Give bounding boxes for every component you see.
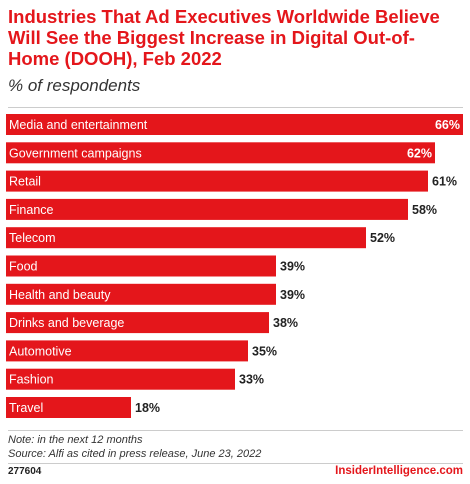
bar-food: [6, 255, 276, 277]
bar-media-and-entertainment: [6, 114, 463, 135]
category-label-telecom: Telecom: [9, 231, 56, 245]
bar-retail: [6, 170, 428, 192]
chart-subtitle: % of respondents: [8, 76, 141, 95]
chart-source: Source: Alfi as cited in press release, …: [8, 448, 262, 460]
bar-telecom: [6, 227, 366, 249]
value-label-telecom: 52%: [370, 231, 395, 245]
bar-fashion: [6, 368, 235, 390]
category-label-drinks-and-beverage: Drinks and beverage: [9, 316, 124, 330]
bar-government-campaigns: [6, 142, 435, 164]
value-label-fashion: 33%: [239, 373, 264, 387]
category-label-automotive: Automotive: [9, 344, 72, 358]
bar-group: Media and entertainment 66% Government cam…: [6, 114, 463, 418]
category-label-fashion: Fashion: [9, 373, 54, 387]
bar-automotive: [6, 340, 248, 362]
value-label-health-and-beauty: 39%: [280, 288, 305, 302]
value-label-automotive: 35%: [252, 344, 277, 358]
chart-id: 277604: [8, 466, 42, 477]
category-label-food: Food: [9, 260, 38, 274]
footer-divider: [8, 463, 463, 464]
category-label-media-and-entertainment: Media and entertainment: [9, 118, 148, 132]
value-label-government-campaigns: 62%: [407, 146, 432, 160]
top-divider: [8, 107, 463, 108]
value-label-retail: 61%: [432, 175, 457, 189]
brand-logo-text: InsiderIntelligence.com: [335, 465, 463, 477]
bar-chart: Media and entertainment 66% Government cam…: [6, 114, 463, 418]
value-label-drinks-and-beverage: 38%: [273, 316, 298, 330]
value-label-finance: 58%: [412, 203, 437, 217]
bottom-divider: [8, 430, 463, 431]
category-label-travel: Travel: [9, 401, 43, 415]
category-label-health-and-beauty: Health and beauty: [9, 288, 111, 302]
chart-note: Note: in the next 12 months: [8, 434, 143, 446]
category-label-government-campaigns: Government campaigns: [9, 146, 142, 160]
value-label-food: 39%: [280, 260, 305, 274]
bar-travel: [6, 397, 131, 418]
bar-health-and-beauty: [6, 283, 276, 305]
chart-title: Industries That Ad Executives Worldwide …: [8, 6, 440, 69]
value-label-travel: 18%: [135, 401, 160, 415]
bar-drinks-and-beverage: [6, 312, 269, 334]
value-label-media-and-entertainment: 66%: [435, 118, 460, 132]
category-label-retail: Retail: [9, 175, 41, 189]
category-label-finance: Finance: [9, 203, 54, 217]
bar-finance: [6, 198, 408, 220]
